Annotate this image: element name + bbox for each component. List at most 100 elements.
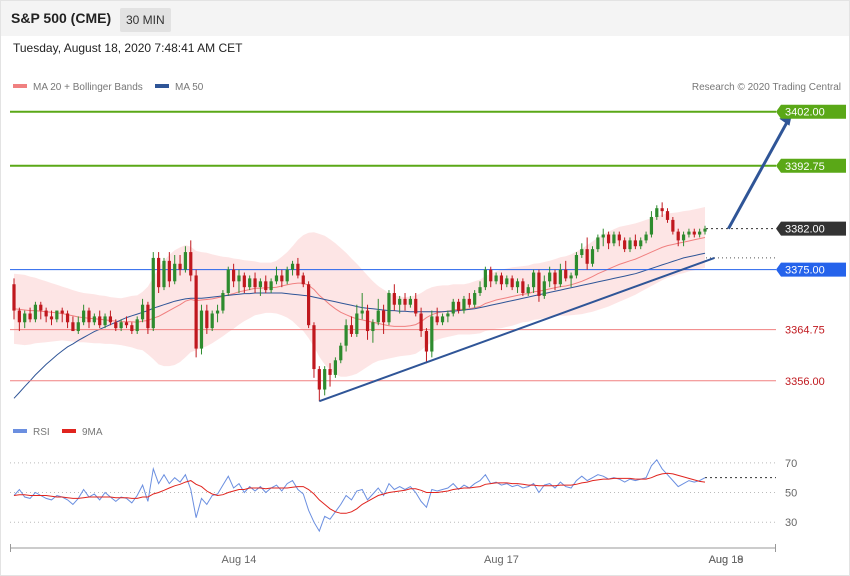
candle	[317, 366, 321, 402]
candle	[167, 252, 171, 288]
candle	[114, 319, 118, 332]
candle	[676, 228, 680, 247]
candle	[344, 319, 348, 352]
candle-body	[403, 298, 407, 305]
candle	[23, 310, 27, 329]
candle-body	[178, 263, 182, 270]
candle	[253, 272, 257, 294]
support-level-label: 3364.75	[785, 325, 825, 337]
candle	[526, 284, 530, 296]
candle	[574, 252, 579, 279]
rsi-line	[13, 458, 706, 533]
rsi-ma-line	[13, 472, 706, 514]
ma20-line	[13, 237, 706, 327]
candle-body	[590, 249, 595, 264]
candle-body	[360, 310, 364, 314]
candle	[232, 263, 236, 288]
candle-body	[124, 322, 129, 326]
candle-body	[456, 301, 461, 311]
candle-body	[531, 272, 536, 288]
candle-body	[55, 310, 59, 320]
candle	[307, 281, 311, 329]
candle-body	[130, 325, 134, 332]
candle	[392, 284, 396, 311]
candle-body	[215, 310, 220, 314]
candle-body	[151, 257, 155, 329]
candle-body	[65, 313, 70, 323]
candle-body	[135, 319, 139, 332]
candle-body	[515, 281, 520, 288]
rsi-legend-label: RSI	[33, 427, 50, 438]
candle-body	[628, 240, 632, 250]
candle	[403, 293, 407, 311]
candle-body	[82, 310, 86, 323]
candle-body	[189, 252, 193, 276]
candle-body	[660, 208, 664, 212]
candle	[264, 275, 268, 294]
candle	[221, 290, 225, 314]
candle	[553, 269, 557, 291]
candle	[33, 301, 38, 323]
candle-body	[274, 275, 279, 282]
candle-body	[489, 269, 493, 282]
bollinger-bands-area	[14, 207, 705, 377]
candle-body	[39, 304, 43, 311]
candle	[692, 228, 696, 238]
candle	[644, 231, 648, 244]
candle	[60, 307, 64, 323]
candle-body	[253, 278, 257, 288]
candle	[606, 231, 611, 250]
candle	[39, 301, 43, 320]
candle	[178, 255, 182, 276]
candle-body	[349, 325, 354, 334]
price-tag-background	[776, 221, 846, 236]
current-price-tag-2: 3382.00	[776, 221, 846, 236]
candle-body	[333, 360, 338, 375]
rsi-legend-swatch	[13, 429, 27, 433]
rsi-axis-label-30: 30	[785, 517, 797, 529]
candle-body	[339, 345, 343, 361]
projection-arrow-shaft	[727, 118, 790, 230]
candle	[489, 266, 493, 288]
candle-body	[285, 269, 289, 282]
candle	[687, 228, 691, 238]
candle-body	[199, 310, 204, 349]
candle-body	[617, 234, 621, 241]
candle-body	[537, 272, 541, 296]
candle-body	[574, 255, 579, 276]
candle-body	[232, 269, 236, 282]
candle	[398, 295, 402, 314]
candle	[296, 257, 300, 279]
candle-body	[558, 269, 562, 285]
candle-body	[264, 281, 268, 291]
candle	[146, 301, 150, 334]
candle-body	[108, 316, 113, 323]
copyright-text: Research © 2020 Trading Central	[692, 82, 841, 93]
candle	[698, 228, 702, 238]
candle-body	[28, 313, 32, 320]
candle	[424, 328, 429, 364]
timeframe-button[interactable]: 30 MIN	[120, 8, 171, 32]
candle	[381, 304, 386, 334]
candle-body	[612, 234, 616, 244]
candle	[601, 228, 605, 247]
candle	[537, 269, 541, 302]
price-tag-text: 3375.00	[785, 265, 825, 277]
price-tag-background	[776, 158, 846, 173]
candle	[274, 266, 279, 285]
candle	[328, 363, 332, 387]
candle-body	[542, 281, 546, 296]
candle-body	[92, 316, 96, 323]
candle	[183, 246, 188, 273]
candle-body	[119, 322, 123, 329]
candle	[248, 275, 252, 291]
candle	[376, 298, 380, 326]
candle-body	[499, 275, 504, 285]
candle	[473, 290, 477, 308]
candle-body	[633, 240, 637, 247]
candle	[456, 298, 461, 314]
candle	[108, 310, 113, 326]
candle	[87, 307, 91, 329]
candle-body	[210, 313, 214, 329]
